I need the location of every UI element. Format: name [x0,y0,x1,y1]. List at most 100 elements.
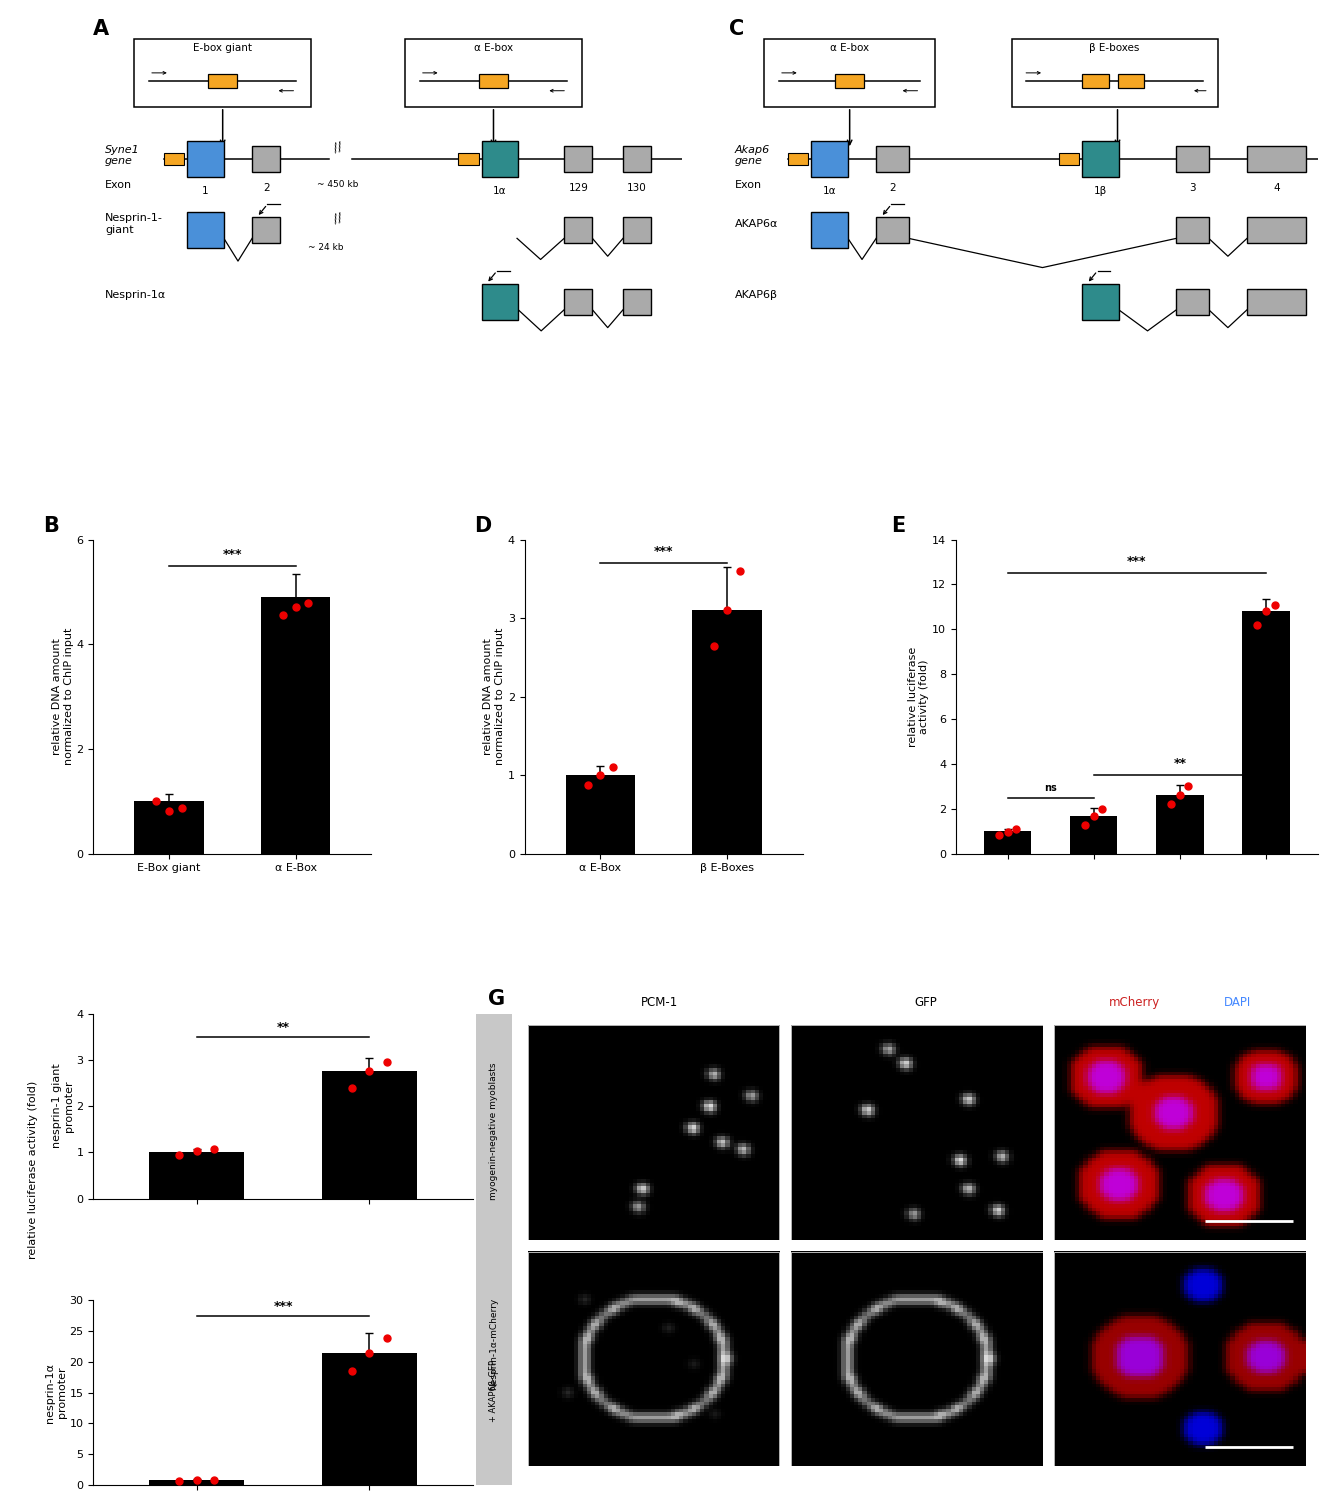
Text: Nesprin-1α: Nesprin-1α [105,290,166,300]
Bar [623,288,651,315]
Text: E-box giant: E-box giant [193,42,252,52]
Y-axis label: nesprin-1 giant
promoter: nesprin-1 giant promoter [52,1064,73,1149]
Bar [1157,795,1203,853]
Text: D: D [474,516,491,537]
Text: α E-box: α E-box [474,42,512,52]
Text: ns: ns [1045,783,1057,794]
Text: promoter: promoter [898,1446,948,1455]
Text: Akap6
gene: Akap6 gene [735,146,771,166]
Text: α E-box: α E-box [831,42,869,52]
Bar [1082,74,1109,88]
Bar [1247,217,1306,243]
Bar [149,1152,244,1198]
Bar [564,288,592,315]
Text: ~ 24 kb: ~ 24 kb [307,243,343,252]
Bar [164,153,185,165]
Bar [482,141,518,177]
Y-axis label: relative DNA amount
normalized to ChIP input: relative DNA amount normalized to ChIP i… [483,628,504,765]
Bar [764,39,936,106]
Text: 1α: 1α [494,186,507,196]
Text: myogenin-negative myoblasts: myogenin-negative myoblasts [490,1064,498,1200]
Text: relative luciferase activity (fold): relative luciferase activity (fold) [28,1082,39,1258]
Text: 1: 1 [202,186,209,196]
Text: 4: 4 [1274,183,1280,194]
Text: β: β [1177,1446,1183,1455]
Bar [188,141,224,177]
Bar [1242,612,1290,854]
Text: β: β [1263,1446,1270,1455]
Bar [1177,217,1209,243]
Text: AKAP6β: AKAP6β [735,290,777,300]
Y-axis label: relative luciferase
activity (fold): relative luciferase activity (fold) [908,646,929,747]
Text: ***: *** [1127,555,1146,568]
Y-axis label: nesprin-1α
promoter: nesprin-1α promoter [45,1362,67,1422]
Text: + AKAP6β-GFP: + AKAP6β-GFP [490,1359,498,1422]
Bar [252,217,281,243]
Bar [528,1026,780,1240]
Text: GFP: GFP [914,996,937,1010]
Bar [261,597,330,853]
Text: ***: *** [654,546,673,558]
Bar [876,217,909,243]
Text: 2: 2 [264,183,270,194]
Text: A: A [93,20,109,39]
Text: C: C [729,20,744,39]
Text: 130: 130 [627,183,647,194]
Bar [564,146,592,172]
Text: 3: 3 [1189,183,1195,194]
Bar [1118,74,1145,88]
Bar [458,153,479,165]
Bar [1177,288,1209,315]
Text: Nesprin-1-
giant: Nesprin-1- giant [105,213,162,234]
Bar [835,74,864,88]
Text: //: // [331,210,343,225]
Text: 2: 2 [889,183,896,194]
Bar [1247,288,1306,315]
Bar [134,39,311,106]
Bar [482,284,518,320]
Text: 1β: 1β [1094,186,1107,196]
Bar [528,1251,780,1466]
Bar [1082,141,1118,177]
Bar [623,217,651,243]
Bar [1058,153,1079,165]
Bar [188,213,224,248]
Y-axis label: relative DNA amount
normalized to ChIP input: relative DNA amount normalized to ChIP i… [52,628,73,765]
Text: α: α [1090,1446,1098,1455]
Text: Nesprin-1α-mCherry: Nesprin-1α-mCherry [490,1298,498,1389]
Bar [788,153,808,165]
Text: β E-boxes: β E-boxes [1089,42,1139,52]
Bar [812,213,848,248]
Text: AKAP6α: AKAP6α [735,219,779,228]
Bar [1177,146,1209,172]
Text: 1α: 1α [823,186,836,196]
Bar [1054,1026,1306,1240]
Text: G: G [488,988,506,1010]
Text: 129: 129 [568,183,588,194]
Bar [476,1014,512,1485]
Bar [876,146,909,172]
Text: //: // [331,140,343,154]
Bar [1082,284,1118,320]
Text: **: ** [1174,758,1186,771]
Text: ~ 450 kb: ~ 450 kb [317,180,358,189]
Text: ***: *** [273,1300,293,1312]
Bar [1247,146,1306,172]
Bar [1012,39,1218,106]
Text: E: E [890,516,905,537]
Text: **: ** [277,1022,290,1034]
Bar [812,141,848,177]
Bar [252,146,281,172]
Bar [405,39,582,106]
Text: B: B [43,516,59,537]
Bar [134,801,204,853]
Bar [984,831,1032,854]
Text: Exon: Exon [105,180,132,190]
Text: DAPI: DAPI [1225,996,1251,1010]
Bar [791,1026,1042,1240]
Text: PCM-1: PCM-1 [642,996,679,1010]
Text: Syne1
gene: Syne1 gene [105,146,140,166]
Bar [1054,1251,1306,1466]
Bar [791,1251,1042,1466]
Text: α: α [1004,1446,1012,1455]
